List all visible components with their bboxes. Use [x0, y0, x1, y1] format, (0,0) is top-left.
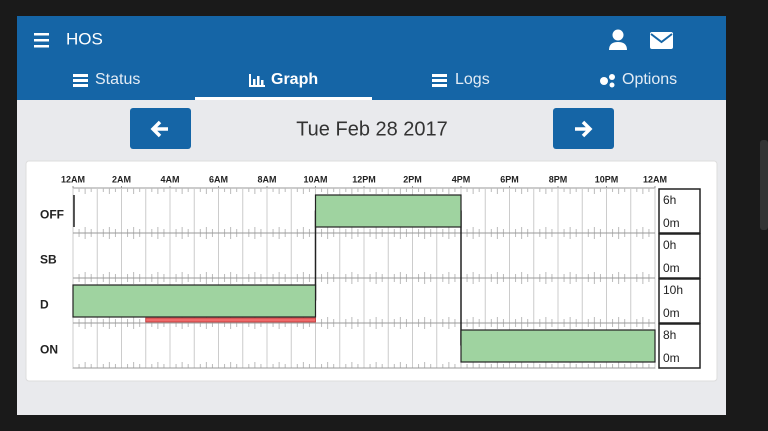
hour-label: 2PM: [403, 174, 422, 184]
total-minutes: 0m: [663, 351, 680, 365]
tab-graph[interactable]: Graph: [271, 71, 318, 88]
app-title: HOS: [66, 29, 103, 48]
duty-segment: [72, 284, 317, 318]
tab-options[interactable]: Options: [622, 71, 677, 88]
duty-segment: [314, 194, 462, 228]
tab-logs[interactable]: Logs: [455, 71, 490, 88]
hour-label: 6AM: [209, 174, 228, 184]
log-date: Tue Feb 28 2017: [296, 118, 448, 140]
prev-day-button[interactable]: [130, 108, 191, 149]
hour-label: 12PM: [352, 174, 376, 184]
hour-label: 8AM: [257, 174, 276, 184]
status-label: OFF: [40, 208, 64, 222]
status-label: ON: [40, 343, 58, 357]
menu-icon[interactable]: [34, 33, 49, 48]
total-minutes: 0m: [663, 306, 680, 320]
total-hours: 0h: [663, 238, 676, 252]
user-icon[interactable]: [609, 29, 627, 51]
total-hours: 10h: [663, 283, 683, 297]
hour-label: 4AM: [160, 174, 179, 184]
device-button: [760, 140, 768, 230]
total-hours: 6h: [663, 193, 676, 207]
hour-label: 2AM: [112, 174, 131, 184]
hour-label: 12AM: [61, 174, 85, 184]
hour-label: 4PM: [452, 174, 471, 184]
violation-bar: [145, 317, 316, 323]
total-minutes: 0m: [663, 261, 680, 275]
total-minutes: 0m: [663, 216, 680, 230]
hour-label: 8PM: [549, 174, 568, 184]
total-box: [658, 278, 701, 324]
duty-segment: [460, 329, 656, 363]
total-box: [658, 188, 701, 234]
status-label: D: [40, 298, 49, 312]
total-hours: 8h: [663, 328, 676, 342]
hour-label: 10PM: [595, 174, 619, 184]
tab-status[interactable]: Status: [95, 71, 140, 88]
graph-card: [25, 160, 718, 382]
hour-label: 10AM: [303, 174, 327, 184]
status-label: SB: [40, 253, 57, 267]
total-box: [658, 323, 701, 369]
next-day-button[interactable]: [553, 108, 614, 149]
app-header: [17, 16, 726, 100]
hour-label: 6PM: [500, 174, 519, 184]
active-tab-indicator: [195, 97, 372, 100]
mail-icon[interactable]: [650, 32, 673, 49]
hour-label: 12AM: [643, 174, 667, 184]
total-box: [658, 233, 701, 279]
tab-icons: [73, 74, 615, 88]
